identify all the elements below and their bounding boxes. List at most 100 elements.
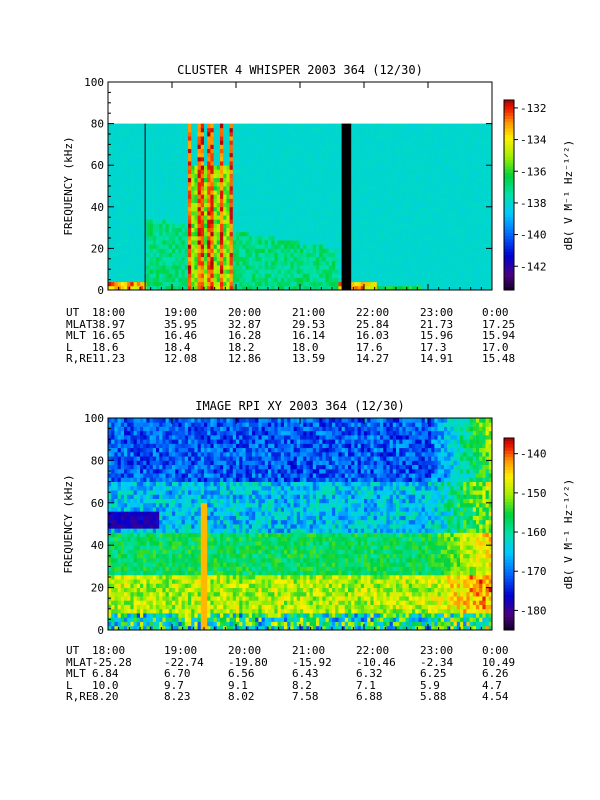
colorbar-segment (504, 150, 514, 155)
spectrogram-cell (389, 265, 394, 270)
spectrogram-cell (130, 194, 134, 199)
spectrogram-cell (476, 244, 480, 249)
spectrogram-cell (437, 165, 442, 170)
spectrogram-cell (402, 148, 406, 154)
spectrogram-cell (469, 223, 474, 228)
spectrogram-cell (319, 156, 323, 162)
spectrogram-cell (440, 177, 445, 183)
spectrogram-cell (300, 127, 304, 133)
spectrogram-cell (341, 131, 346, 137)
panel-1: IMAGE RPI XY 2003 364 (12/30)02040608010… (62, 399, 575, 637)
spectrogram-cell (146, 256, 150, 262)
spectrogram-cell (421, 181, 426, 187)
spectrogram-cell (450, 156, 454, 162)
spectrogram-cell (248, 252, 253, 258)
spectrogram-cell (418, 140, 422, 145)
spectrogram-cell (444, 144, 448, 149)
spectrogram-cell (271, 219, 275, 224)
spectrogram-cell (316, 269, 320, 274)
colorbar-segment (504, 255, 514, 259)
spectrogram-cell (232, 140, 237, 145)
spectrogram-cell (287, 206, 291, 212)
spectrogram-cell (290, 148, 294, 154)
spectrogram-cell (232, 123, 237, 129)
spectrogram-cell (428, 285, 432, 291)
spectrogram-cell (200, 235, 205, 241)
spectrogram-cell (194, 148, 198, 154)
spectrogram-cell (408, 252, 413, 258)
spectrogram-cell (364, 198, 368, 204)
spectrogram-cell (165, 235, 170, 241)
spectrogram-cell (328, 285, 333, 291)
spectrogram-cell (319, 173, 323, 179)
spectrogram-cell (370, 165, 374, 170)
spectrogram-cell (488, 177, 493, 183)
spectrogram-cell (389, 256, 394, 262)
spectrogram-cell (466, 198, 470, 204)
spectrogram-cell (271, 156, 275, 162)
spectrogram-cell (399, 152, 403, 158)
spectrogram-cell (261, 127, 266, 133)
spectrogram-cell (152, 140, 157, 145)
spectrogram-cell (284, 186, 288, 191)
spectrogram-cell (277, 152, 282, 158)
spectrogram-cell (204, 219, 208, 224)
spectrogram-cell (156, 144, 160, 149)
spectrogram-cell (168, 186, 173, 191)
spectrogram-cell (181, 227, 186, 233)
spectrogram-cell (220, 244, 224, 249)
spectrogram-cell (476, 177, 480, 183)
spectrogram-cell (312, 206, 317, 212)
spectrogram-cell (114, 260, 118, 266)
spectrogram-cell (197, 223, 202, 228)
spectrogram-cell (332, 177, 336, 183)
spectrogram-cell (392, 190, 397, 195)
spectrogram-cell (415, 161, 419, 166)
spectrogram-cell (415, 269, 419, 274)
spectrogram-cell (156, 244, 160, 249)
spectrogram-cell (348, 181, 352, 187)
spectrogram-cell (213, 202, 218, 208)
spectrogram-cell (248, 260, 253, 266)
spectrogram-cell (284, 219, 288, 224)
spectrogram-cell (424, 260, 429, 266)
spectrogram-cell (261, 206, 266, 212)
spectrogram-cell (325, 127, 330, 133)
spectrogram-cell (476, 269, 480, 274)
spectrogram-cell (312, 169, 317, 174)
spectrogram-cell (421, 260, 426, 266)
spectrogram-cell (175, 223, 179, 228)
spectrogram-cell (245, 277, 250, 283)
spectrogram-cell (268, 148, 272, 154)
colorbar-segment (504, 207, 514, 212)
spectrogram-cell (248, 244, 253, 249)
spectrogram-cell (133, 265, 138, 270)
spectrogram-cell (226, 277, 230, 283)
spectrogram-cell (335, 265, 339, 270)
spectrogram-cell (376, 223, 381, 228)
spectrogram-cell (207, 165, 211, 170)
spectrogram-cell (402, 227, 406, 233)
spectrogram-cell (453, 169, 458, 174)
spectrogram-cell (344, 219, 349, 224)
spectrogram-cell (456, 140, 461, 145)
spectrogram-cell (376, 210, 381, 216)
spectrogram-cell (293, 202, 298, 208)
spectrogram-cell (376, 165, 381, 170)
spectrogram-cell (338, 161, 342, 166)
spectrogram-cell (367, 165, 371, 170)
spectrogram-cell (207, 235, 211, 241)
spectrogram-cell (309, 269, 314, 274)
spectrogram-cell (130, 277, 134, 283)
spectrogram-cell (284, 165, 288, 170)
spectrogram-cell (277, 148, 282, 154)
spectrogram-cell (114, 136, 118, 141)
spectrogram-cell (175, 148, 179, 154)
spectrogram-cell (389, 206, 394, 212)
spectrogram-cell (338, 269, 342, 274)
spectrogram-cell (389, 210, 394, 216)
spectrogram-cell (351, 265, 355, 270)
spectrogram-cell (159, 273, 163, 278)
spectrogram-cell (204, 260, 208, 266)
spectrogram-cell (351, 227, 355, 233)
